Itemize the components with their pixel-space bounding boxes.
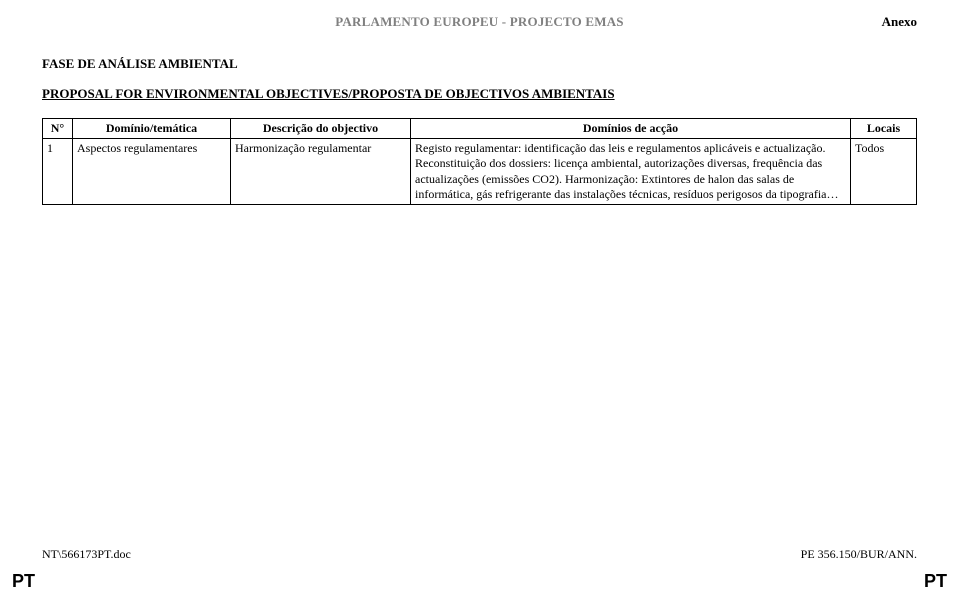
pt-label-right: PT xyxy=(924,571,947,592)
table-header-row: N° Domínio/temática Descrição do objecti… xyxy=(43,119,917,139)
cell-locais: Todos xyxy=(851,139,917,205)
table-row: 1 Aspectos regulamentares Harmonização r… xyxy=(43,139,917,205)
col-header-locais: Locais xyxy=(851,119,917,139)
footer-doc-ref: NT\566173PT.doc xyxy=(42,547,131,562)
anexo-label: Anexo xyxy=(882,14,917,30)
cell-dominio: Aspectos regulamentares xyxy=(73,139,231,205)
col-header-dominio: Domínio/temática xyxy=(73,119,231,139)
col-header-accao: Domínios de acção xyxy=(411,119,851,139)
footer-pe-ref: PE 356.150/BUR/ANN. xyxy=(801,547,917,562)
section-title: FASE DE ANÁLISE AMBIENTAL xyxy=(42,56,917,72)
cell-n: 1 xyxy=(43,139,73,205)
pt-label-left: PT xyxy=(12,571,35,592)
cell-accao: Registo regulamentar: identificação das … xyxy=(411,139,851,205)
cell-descricao: Harmonização regulamentar xyxy=(231,139,411,205)
col-header-n: N° xyxy=(43,119,73,139)
proposal-subtitle: PROPOSAL FOR ENVIRONMENTAL OBJECTIVES/PR… xyxy=(42,86,917,102)
page-header-title: PARLAMENTO EUROPEU - PROJECTO EMAS xyxy=(335,14,623,30)
top-row: PARLAMENTO EUROPEU - PROJECTO EMAS Anexo xyxy=(42,14,917,34)
objectives-table: N° Domínio/temática Descrição do objecti… xyxy=(42,118,917,205)
page-container: PARLAMENTO EUROPEU - PROJECTO EMAS Anexo… xyxy=(0,0,959,598)
col-header-descricao: Descrição do objectivo xyxy=(231,119,411,139)
